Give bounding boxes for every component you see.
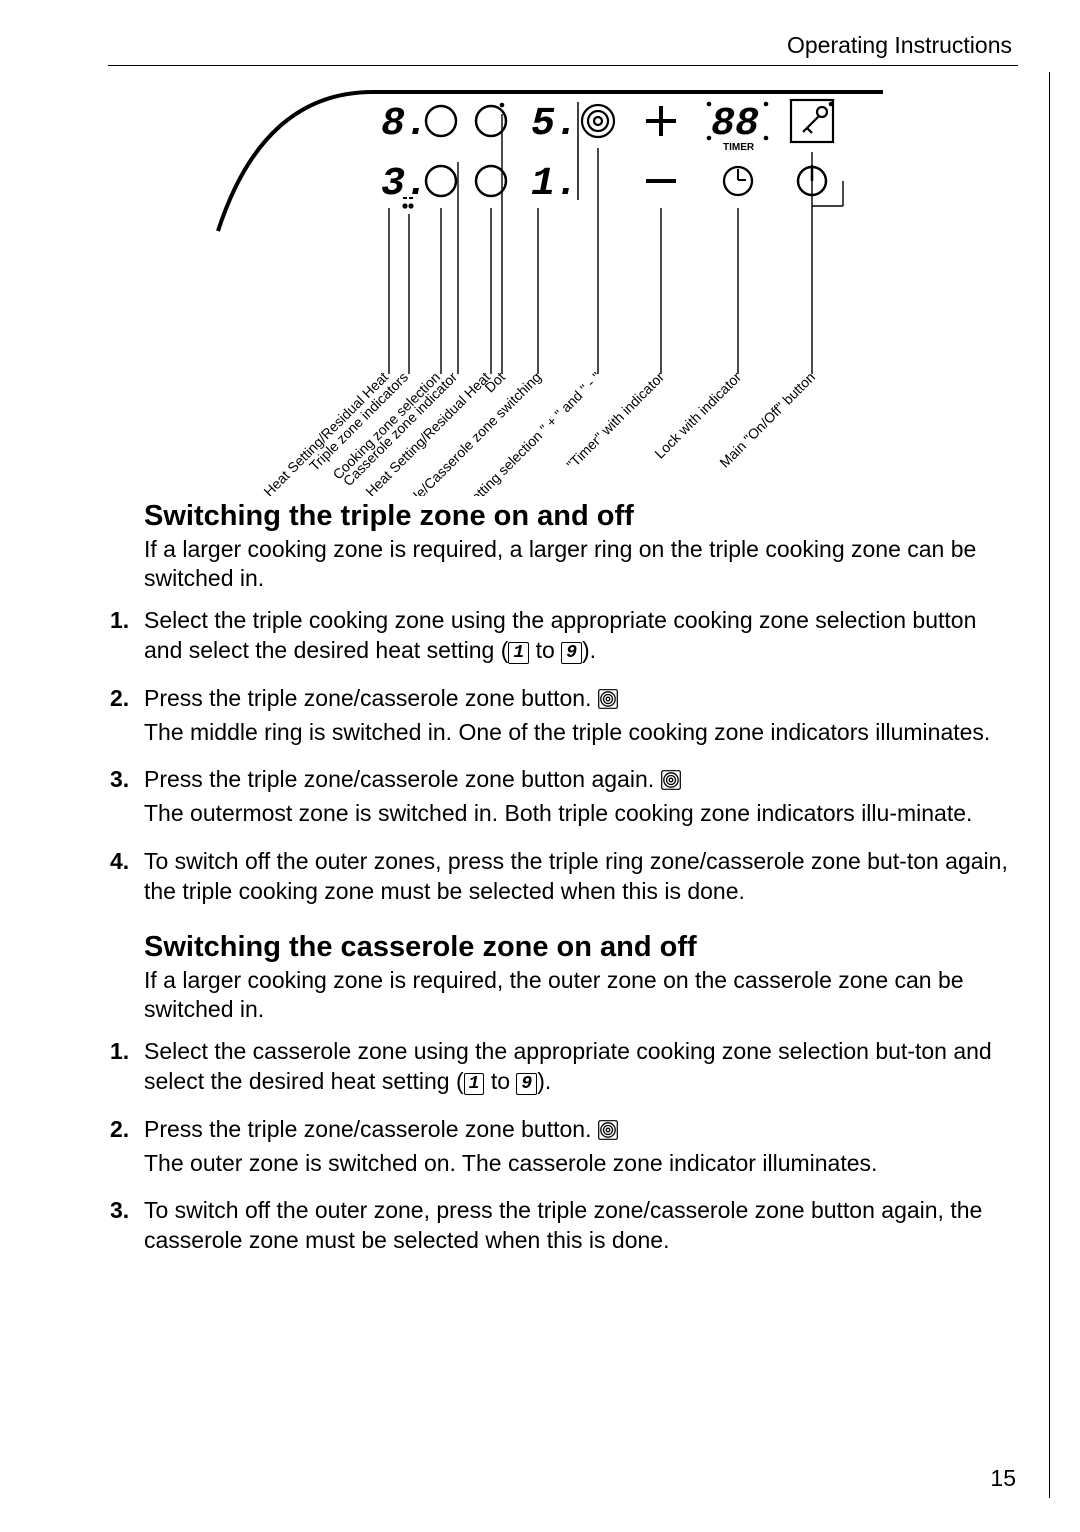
timer-display: 88 xyxy=(711,102,759,147)
triple-steps: Select the triple cooking zone using the… xyxy=(110,606,1008,907)
list-item: Press the triple zone/casserole zone but… xyxy=(110,684,1008,748)
timer-label: TIMER xyxy=(723,142,755,153)
section-casserole-intro: If a larger cooking zone is required, th… xyxy=(144,966,1008,1025)
triple-ring-icon xyxy=(598,1120,618,1140)
control-panel-diagram: 8. 3. 5. 1. 88 xyxy=(183,76,943,496)
page-number: 15 xyxy=(990,1465,1016,1492)
triple-ring-icon xyxy=(661,770,681,790)
section-triple-intro: If a larger cooking zone is required, a … xyxy=(144,535,1008,594)
heat-9-icon: 9 xyxy=(516,1073,537,1096)
list-item: Select the casserole zone using the appr… xyxy=(110,1037,1008,1097)
list-item: To switch off the outer zone, press the … xyxy=(110,1196,1008,1256)
side-rule xyxy=(1049,72,1050,1498)
section-casserole-title: Switching the casserole zone on and off xyxy=(144,931,1016,964)
display-tr: 5. xyxy=(531,102,579,147)
display-tl: 8. xyxy=(381,102,429,147)
display-br: 1. xyxy=(531,162,579,207)
header-right: Operating Instructions xyxy=(110,32,1016,59)
list-item: Press the triple zone/casserole zone but… xyxy=(110,1115,1008,1179)
heat-9-icon: 9 xyxy=(561,642,582,665)
heat-1-icon: 1 xyxy=(508,642,529,665)
display-bl: 3. xyxy=(381,162,429,207)
triple-ring-icon xyxy=(598,689,618,709)
list-item: To switch off the outer zones, press the… xyxy=(110,847,1008,907)
top-rule xyxy=(108,65,1018,66)
heat-1-icon: 1 xyxy=(464,1073,485,1096)
section-triple-title: Switching the triple zone on and off xyxy=(144,500,1016,533)
list-item: Press the triple zone/casserole zone but… xyxy=(110,765,1008,829)
list-item: Select the triple cooking zone using the… xyxy=(110,606,1008,666)
casserole-steps: Select the casserole zone using the appr… xyxy=(110,1037,1008,1256)
page: Operating Instructions 8. 3. 5. 1. xyxy=(0,0,1080,1532)
